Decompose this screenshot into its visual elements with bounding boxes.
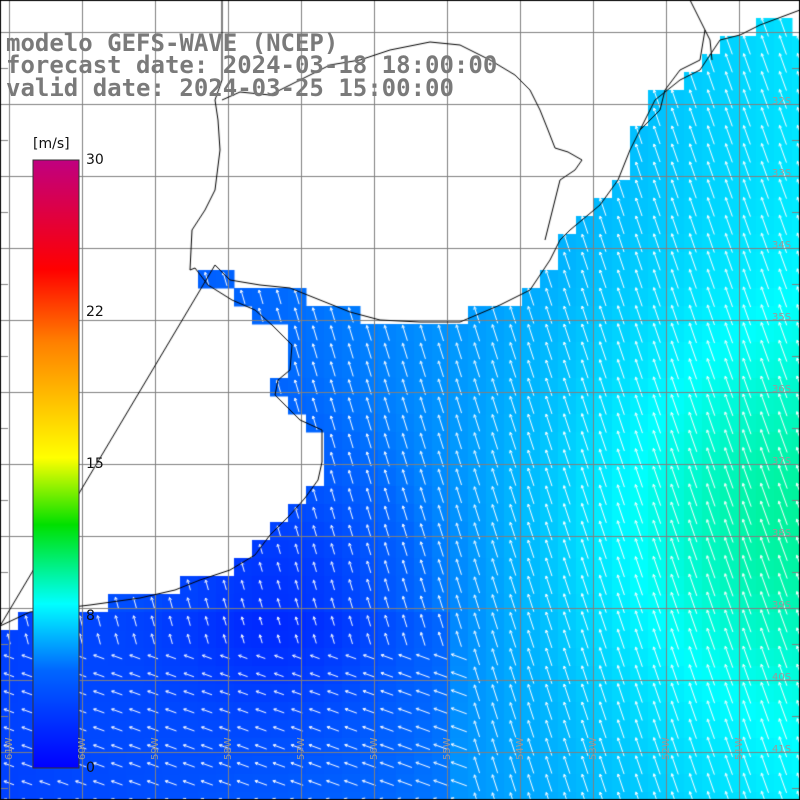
model-title: modelo GEFS-WAVE (NCEP) [6, 29, 339, 57]
valid-date: valid date: 2024-03-25 15:00:00 [6, 74, 454, 102]
forecast-date: forecast date: 2024-03-18 18:00:00 [6, 51, 498, 79]
